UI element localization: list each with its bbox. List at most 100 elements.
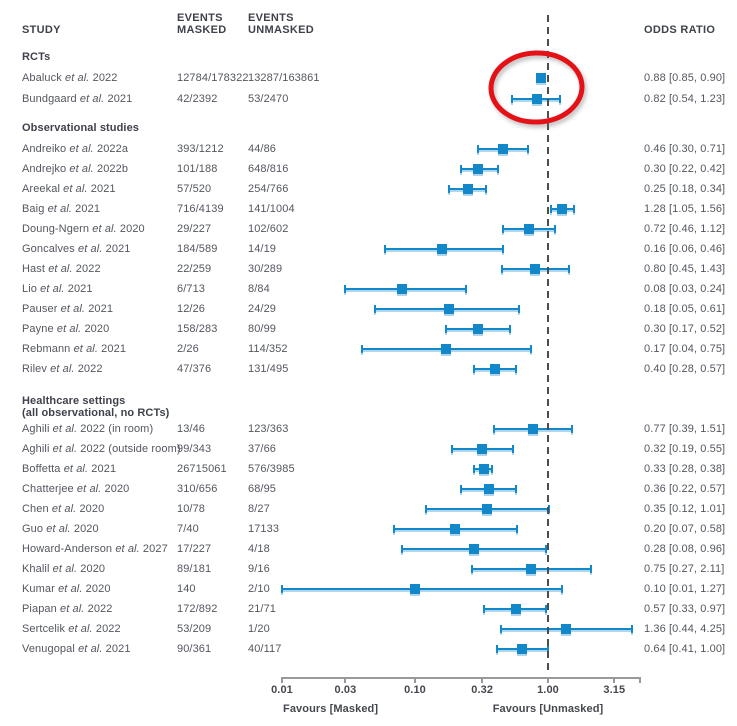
events-masked-value: 716/4139 (177, 203, 224, 215)
ci-cap-low (447, 185, 450, 193)
events-masked-value: 310/656 (177, 483, 218, 495)
ci-cap-high (630, 625, 633, 633)
ci-cap-high (514, 485, 517, 493)
events-unmasked-value: 24/29 (248, 303, 277, 315)
odds-ratio-value: 0.10 [0.01, 1.27] (644, 583, 726, 595)
events-masked-value: 184/589 (177, 243, 218, 255)
events-masked-value: 10/78 (177, 503, 206, 515)
events-masked-value: 22/259 (177, 263, 212, 275)
or-marker (477, 444, 488, 454)
ci-cap-low (281, 585, 283, 593)
events-masked-value: 6/713 (177, 283, 206, 295)
ci-cap-high (570, 425, 573, 433)
x-axis-tick-label: 0.03 (334, 684, 357, 696)
or-marker (482, 504, 493, 514)
ci-cap-high (590, 565, 593, 573)
odds-ratio-value: 0.77 [0.39, 1.51] (644, 423, 726, 435)
study-name: Boffetta et al. 2021 (22, 463, 117, 475)
ci-cap-low (471, 565, 474, 573)
or-marker (535, 73, 546, 83)
or-marker (490, 364, 501, 374)
events-unmasked-value: 9/16 (248, 563, 270, 575)
or-marker (469, 544, 480, 554)
study-name: Andreiko et al. 2022a (22, 143, 129, 155)
ci-cap-high (464, 285, 467, 293)
ci-cap-high (530, 345, 533, 353)
or-marker (473, 164, 484, 174)
ci-cap-low (393, 525, 396, 533)
x-axis-tick (613, 677, 616, 683)
or-marker (560, 624, 571, 634)
x-axis-tick-label: 3.15 (603, 684, 626, 696)
events-unmasked-value: 2/10 (248, 583, 270, 595)
study-name: Howard-Anderson et al. 2027 (22, 543, 168, 555)
study-name: Aghili et al. 2022 (outside room) (22, 443, 181, 455)
events-unmasked-value: 114/352 (248, 343, 288, 355)
x-axis-end-cap (639, 677, 641, 683)
events-unmasked-value: 4/18 (248, 543, 270, 555)
ci-cap-low (549, 205, 552, 213)
events-masked-value: 99/343 (177, 443, 212, 455)
study-name: Payne et al. 2020 (22, 323, 110, 335)
study-name: Pauser et al. 2021 (22, 303, 114, 315)
events-masked-value: 57/520 (177, 183, 212, 195)
ci-cap-low (459, 165, 462, 173)
or-marker (483, 484, 494, 494)
ci-cap-low (495, 645, 498, 653)
events-masked-value: 90/361 (177, 643, 212, 655)
odds-ratio-value: 0.75 [0.27, 2.11] (644, 563, 725, 575)
study-name: Aghili et al. 2022 (in room) (22, 423, 154, 435)
or-marker (557, 204, 568, 214)
or-marker (410, 584, 420, 594)
ci-cap-high (572, 205, 575, 213)
ci-cap-high (496, 165, 499, 173)
ci-cap-low (482, 605, 485, 613)
or-marker (450, 524, 461, 534)
events-unmasked-value: 8/27 (248, 503, 270, 515)
ci-cap-low (500, 265, 503, 273)
x-axis-tick (481, 677, 484, 683)
odds-ratio-value: 0.16 [0.06, 0.46] (644, 243, 726, 255)
study-name: Abaluck et al. 2022 (22, 72, 118, 84)
ci-cap-high (560, 585, 563, 593)
study-name: Andrejko et al. 2022b (22, 163, 129, 175)
odds-ratio-value: 0.64 [0.41, 1.00] (644, 643, 726, 655)
events-unmasked-value: 102/602 (248, 223, 289, 235)
or-marker (443, 304, 454, 314)
study-name: Goncalves et al. 2021 (22, 243, 131, 255)
ci-cap-high (567, 265, 570, 273)
or-marker (530, 264, 541, 274)
events-masked-value: 89/181 (177, 563, 212, 575)
events-masked-value: 26715061 (177, 463, 227, 475)
x-axis-tick (547, 677, 549, 683)
odds-ratio-value: 0.30 [0.17, 0.52] (644, 323, 726, 335)
or-marker (517, 644, 528, 654)
events-unmasked-value: 123/363 (248, 423, 289, 435)
events-masked-value: 7/40 (177, 523, 199, 535)
events-masked-value: 12784/178322 (177, 72, 249, 84)
ci-cap-low (473, 365, 476, 373)
study-name: Chen et al. 2020 (22, 503, 105, 515)
odds-ratio-value: 0.20 [0.07, 0.58] (644, 523, 726, 535)
ci-cap-low (473, 465, 476, 473)
events-unmasked-value: 14/19 (248, 243, 277, 255)
group-header: Healthcare settings (22, 395, 126, 407)
or-marker (440, 344, 451, 354)
odds-ratio-value: 0.36 [0.22, 0.57] (644, 483, 726, 495)
odds-ratio-value: 0.25 [0.18, 0.34] (644, 183, 726, 195)
events-masked-value: 2/26 (177, 343, 199, 355)
group-header: Observational studies (22, 122, 140, 134)
study-name: Hast et al. 2022 (22, 263, 101, 275)
events-masked-value: 53/209 (177, 623, 212, 635)
ci-cap-low (477, 145, 480, 153)
x-axis-tick (344, 677, 347, 683)
group-header: RCTs (22, 51, 51, 63)
odds-ratio-value: 0.33 [0.28, 0.38] (644, 463, 726, 475)
events-unmasked-value: 53/2470 (248, 93, 289, 105)
or-marker (462, 184, 473, 194)
events-unmasked-value: 40/117 (248, 643, 282, 655)
ci-cap-high (544, 545, 547, 553)
ci-cap-high (512, 445, 515, 453)
ci-cap-low (451, 445, 454, 453)
